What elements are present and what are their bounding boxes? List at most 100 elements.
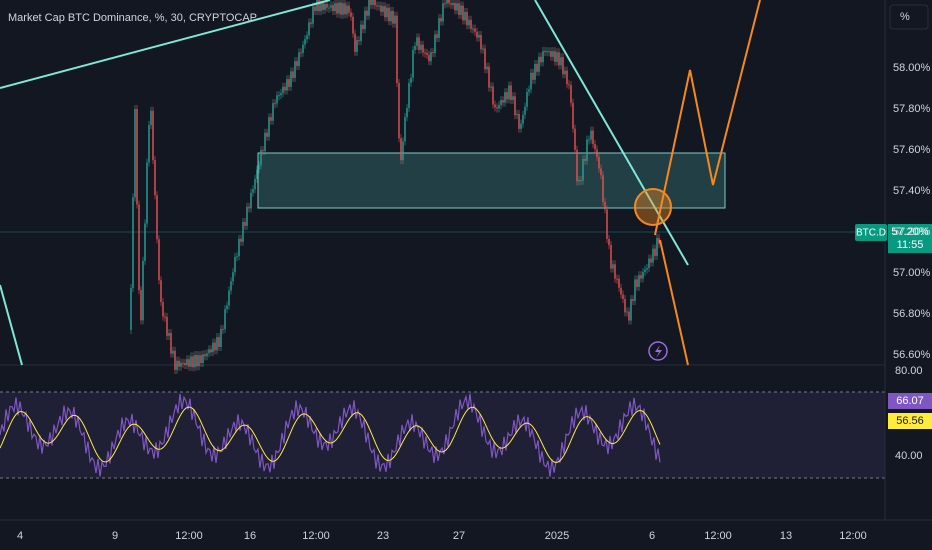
candle <box>208 349 210 354</box>
candle <box>404 117 406 142</box>
unit: % <box>900 11 910 23</box>
candle <box>574 128 576 150</box>
candle <box>590 130 592 140</box>
candle <box>166 316 168 336</box>
candle <box>538 56 540 72</box>
candle <box>194 355 196 368</box>
candle <box>148 125 150 163</box>
candle <box>528 89 530 92</box>
candle <box>578 180 580 182</box>
candle <box>420 44 422 50</box>
candle <box>552 51 554 57</box>
ma-value: 56.56 <box>896 415 924 427</box>
candle <box>450 3 452 5</box>
candle <box>266 132 268 137</box>
candle <box>498 105 500 109</box>
candle <box>328 7 330 9</box>
candle <box>482 48 484 50</box>
candle <box>250 192 252 209</box>
candle <box>508 85 510 100</box>
candle <box>414 45 416 51</box>
candle <box>514 96 516 116</box>
candle <box>602 175 604 202</box>
rsi-series <box>0 393 661 477</box>
candle <box>312 6 314 24</box>
time-label: 9 <box>112 530 118 542</box>
candle <box>274 103 276 105</box>
rsi-line <box>0 393 661 477</box>
candle <box>278 95 280 97</box>
price-label: 56.80% <box>893 308 931 320</box>
candle <box>352 16 354 34</box>
candle <box>334 3 336 12</box>
candle <box>344 3 346 15</box>
candle <box>658 238 660 244</box>
candle <box>142 260 144 321</box>
candle <box>258 165 260 170</box>
candle <box>234 257 236 273</box>
candle <box>422 44 424 53</box>
projection <box>659 239 689 366</box>
zone <box>257 152 726 209</box>
candle <box>340 2 342 15</box>
candle <box>534 64 536 80</box>
candle <box>380 5 382 12</box>
candle <box>460 5 462 15</box>
candle <box>168 333 170 336</box>
candle <box>330 5 332 8</box>
candle <box>532 72 534 80</box>
candle <box>176 360 178 370</box>
candle <box>490 86 492 88</box>
candle <box>370 0 372 5</box>
candle <box>140 290 142 321</box>
candle <box>318 0 320 12</box>
time-label: 13 <box>780 530 792 542</box>
candle <box>598 157 600 169</box>
candle <box>388 7 390 22</box>
candle <box>634 279 636 301</box>
candle <box>378 5 380 7</box>
candle <box>192 356 194 368</box>
candle <box>616 278 618 280</box>
candle <box>564 70 566 75</box>
candle <box>394 15 396 24</box>
candle <box>316 0 318 11</box>
candle <box>336 3 338 14</box>
candle <box>256 169 258 179</box>
candle <box>456 3 458 11</box>
projection <box>654 0 761 236</box>
candle <box>236 256 238 258</box>
candle <box>180 362 182 367</box>
time-label: 12:00 <box>704 530 732 542</box>
candle <box>588 139 590 141</box>
trend-line <box>534 0 689 266</box>
candle <box>466 11 468 26</box>
candle <box>622 294 624 300</box>
candle <box>320 1 322 12</box>
event-icon[interactable] <box>648 341 668 361</box>
candle <box>396 15 398 84</box>
rsi-band <box>0 392 885 478</box>
candle <box>262 150 264 152</box>
candle <box>630 299 632 321</box>
unit-button[interactable] <box>889 4 929 30</box>
candle <box>196 355 198 367</box>
candle <box>426 52 428 55</box>
price-label: 57.00% <box>893 267 931 279</box>
candle <box>252 189 254 193</box>
candle <box>392 10 394 24</box>
candle <box>332 5 334 12</box>
title: Market Cap BTC Dominance, %, 30, CRYPTOC… <box>8 12 257 24</box>
candle <box>146 162 148 224</box>
candle <box>138 204 140 291</box>
candle <box>366 10 368 16</box>
candle <box>214 342 216 351</box>
candle <box>424 52 426 54</box>
candle <box>442 3 444 22</box>
candle <box>364 10 366 30</box>
candle <box>516 113 518 116</box>
candle <box>172 350 174 354</box>
candle <box>188 359 190 367</box>
candle <box>308 22 310 36</box>
candle <box>430 52 432 62</box>
